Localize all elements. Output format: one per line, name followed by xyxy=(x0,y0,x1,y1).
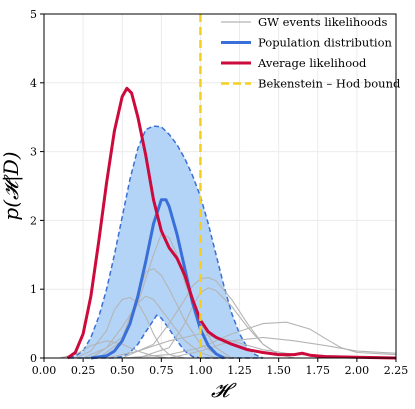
x-tick-label: 1.00 xyxy=(188,364,213,377)
x-tick-label: 1.75 xyxy=(306,364,331,377)
y-tick-label: 5 xyxy=(30,8,37,21)
event-curve-1 xyxy=(75,296,185,359)
legend-label-2: Population distribution xyxy=(258,36,393,50)
y-axis-label: p(𝓗|D) xyxy=(0,151,24,220)
x-axis-label: 𝓗 xyxy=(211,378,237,402)
y-tick-label: 2 xyxy=(30,214,37,227)
event-likelihood-curves xyxy=(59,233,397,359)
x-tick-label: 1.25 xyxy=(227,364,252,377)
x-tick-label: 0.00 xyxy=(32,364,57,377)
legend-label-3: Average likelihood xyxy=(257,56,367,70)
legend-label-4: Bekenstein – Hod bound xyxy=(258,77,401,91)
plot-frame xyxy=(43,13,397,359)
axis-ticks: 0.00 0.25 0.50 0.75 1.00 1.25 1.50 1.75 2.00 2.25… xyxy=(30,8,408,377)
x-tick-label: 0.25 xyxy=(71,364,96,377)
event-curve-10 xyxy=(59,340,170,359)
x-tick-label: 0.50 xyxy=(110,364,135,377)
y-tick-label: 3 xyxy=(30,146,37,159)
series-line-1 xyxy=(90,198,225,360)
x-tick-label: 2.25 xyxy=(384,364,409,377)
y-tick-label: 0 xyxy=(30,352,37,365)
series-lines xyxy=(66,86,397,360)
legend-label-1: GW events likelihoods xyxy=(258,15,387,29)
y-tick-label: 4 xyxy=(30,77,37,90)
event-curve-2 xyxy=(82,295,217,359)
x-tick-label: 2.00 xyxy=(345,364,370,377)
event-curve-6 xyxy=(137,287,295,359)
plot-border xyxy=(43,13,397,359)
band-lower-edge xyxy=(69,314,263,359)
legend: GW events likelihoods Population distribu… xyxy=(221,15,401,91)
band-upper-edge xyxy=(68,125,264,359)
x-tick-label: 1.50 xyxy=(266,364,291,377)
x-tick-label: 0.75 xyxy=(149,364,174,377)
event-curve-8 xyxy=(169,336,397,359)
y-tick-label: 1 xyxy=(30,283,37,296)
series-line-2 xyxy=(66,86,397,360)
